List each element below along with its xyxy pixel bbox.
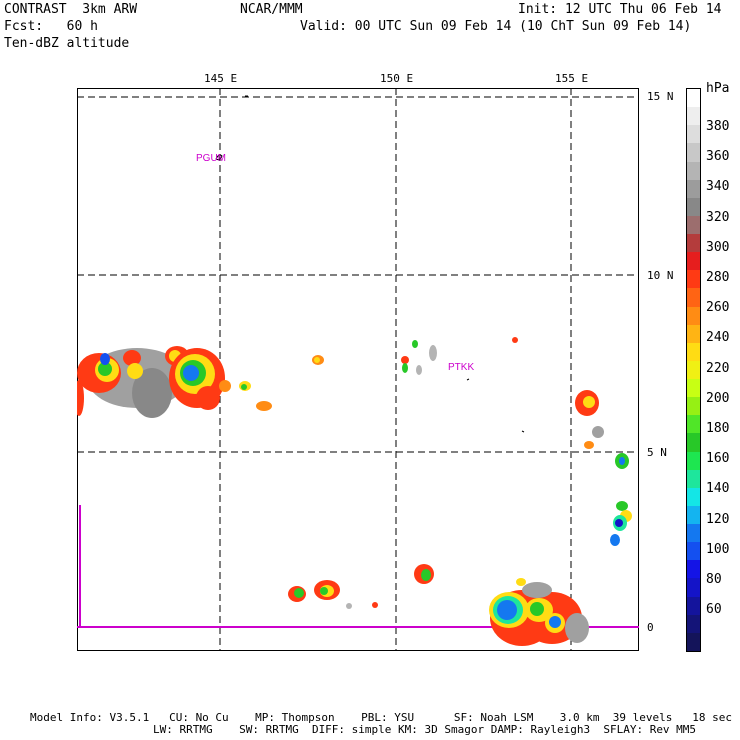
lon-label-145: 145 E [204, 72, 238, 85]
colorbar-tick-label: 320 [706, 209, 730, 225]
station-label-pgum: PGUM [196, 153, 226, 164]
colorbar-swatch [687, 614, 700, 634]
colorbar-tick-label: 300 [706, 239, 730, 255]
colorbar-swatch [687, 360, 700, 380]
colorbar-tick-label: 80 [706, 572, 722, 587]
lat-label-5n: 5 N [647, 446, 667, 459]
init-time: Init: 12 UTC Thu 06 Feb 14 [518, 2, 722, 17]
colorbar-swatch [687, 270, 700, 289]
colorbar-tick-label: 120 [706, 511, 730, 527]
colorbar-swatch [687, 487, 700, 507]
colorbar-tick-label: 180 [706, 421, 730, 436]
lon-label-150: 150 E [380, 72, 414, 85]
colorbar-swatch [687, 542, 700, 561]
colorbar-swatch [687, 215, 700, 235]
colorbar-swatch [687, 324, 700, 344]
colorbar-swatch [687, 161, 700, 181]
model-info-line2: LW: RRTMG SW: RRTMG DIFF: simple KM: 3D … [153, 723, 697, 736]
colorbar-swatch [687, 89, 700, 108]
colorbar-swatch [687, 415, 700, 434]
echo-cluster-central [312, 337, 518, 375]
forecast-hour: Fcst: 60 h [4, 19, 98, 34]
colorbar-swatch [687, 505, 700, 525]
lat-label-10n: 10 N [647, 269, 674, 282]
colorbar-swatch [687, 596, 700, 616]
colorbar-swatch [687, 197, 700, 217]
colorbar-tick-label: 60 [706, 602, 722, 618]
colorbar-tick-label: 280 [706, 270, 730, 285]
lat-label-15n: 15 N [647, 90, 674, 103]
colorbar-swatch [687, 125, 700, 144]
colorbar-tick-label: 200 [706, 390, 730, 406]
colorbar-tick-label: 100 [706, 541, 730, 557]
coastlines [215, 95, 525, 433]
valid-time: Valid: 00 UTC Sun 09 Feb 14 (10 ChT Sun … [300, 19, 692, 34]
echo-cluster-south [288, 564, 589, 646]
station-label-ptkk: PTKK [448, 362, 474, 373]
echo-cluster-east [575, 390, 632, 546]
colorbar-swatch [687, 433, 700, 453]
colorbar-tick-label: 140 [706, 481, 730, 497]
colorbar-swatch [687, 234, 700, 253]
colorbar-swatch [687, 397, 700, 416]
colorbar-tick-label: 260 [706, 300, 730, 316]
colorbar-unit: hPa [706, 81, 730, 96]
colorbar-swatch [687, 252, 700, 271]
colorbar-swatch [687, 143, 700, 162]
colorbar-tick-label: 220 [706, 360, 730, 376]
colorbar-tick-label: 360 [706, 149, 730, 165]
colorbar [686, 88, 701, 652]
colorbar-swatch [687, 578, 700, 598]
colorbar-swatch [687, 107, 700, 126]
colorbar-swatch [687, 306, 700, 326]
map-panel: PGUM PTKK [77, 88, 639, 651]
colorbar-swatch [687, 524, 700, 543]
colorbar-swatch [687, 560, 700, 579]
model-name: CONTRAST 3km ARW [4, 2, 138, 17]
lat-label-0: 0 [647, 621, 654, 634]
colorbar-swatch [687, 469, 700, 489]
model-info-line1: Model Info: V3.5.1 CU: No Cu MP: Thompso… [30, 711, 732, 724]
colorbar-swatch [687, 632, 700, 652]
colorbar-swatch [687, 179, 700, 199]
colorbar-swatch [687, 288, 700, 308]
colorbar-tick-label: 340 [706, 179, 730, 195]
colorbar-tick-label: 160 [706, 451, 730, 467]
colorbar-swatch [687, 451, 700, 471]
lon-label-155: 155 E [555, 72, 589, 85]
colorbar-swatch [687, 379, 700, 398]
echo-cluster-west [77, 346, 272, 418]
center-name: NCAR/MMM [240, 2, 303, 17]
colorbar-tick-label: 240 [706, 330, 730, 346]
colorbar-swatch [687, 342, 700, 362]
colorbar-tick-label: 380 [706, 119, 730, 134]
field-name: Ten-dBZ altitude [4, 36, 130, 51]
